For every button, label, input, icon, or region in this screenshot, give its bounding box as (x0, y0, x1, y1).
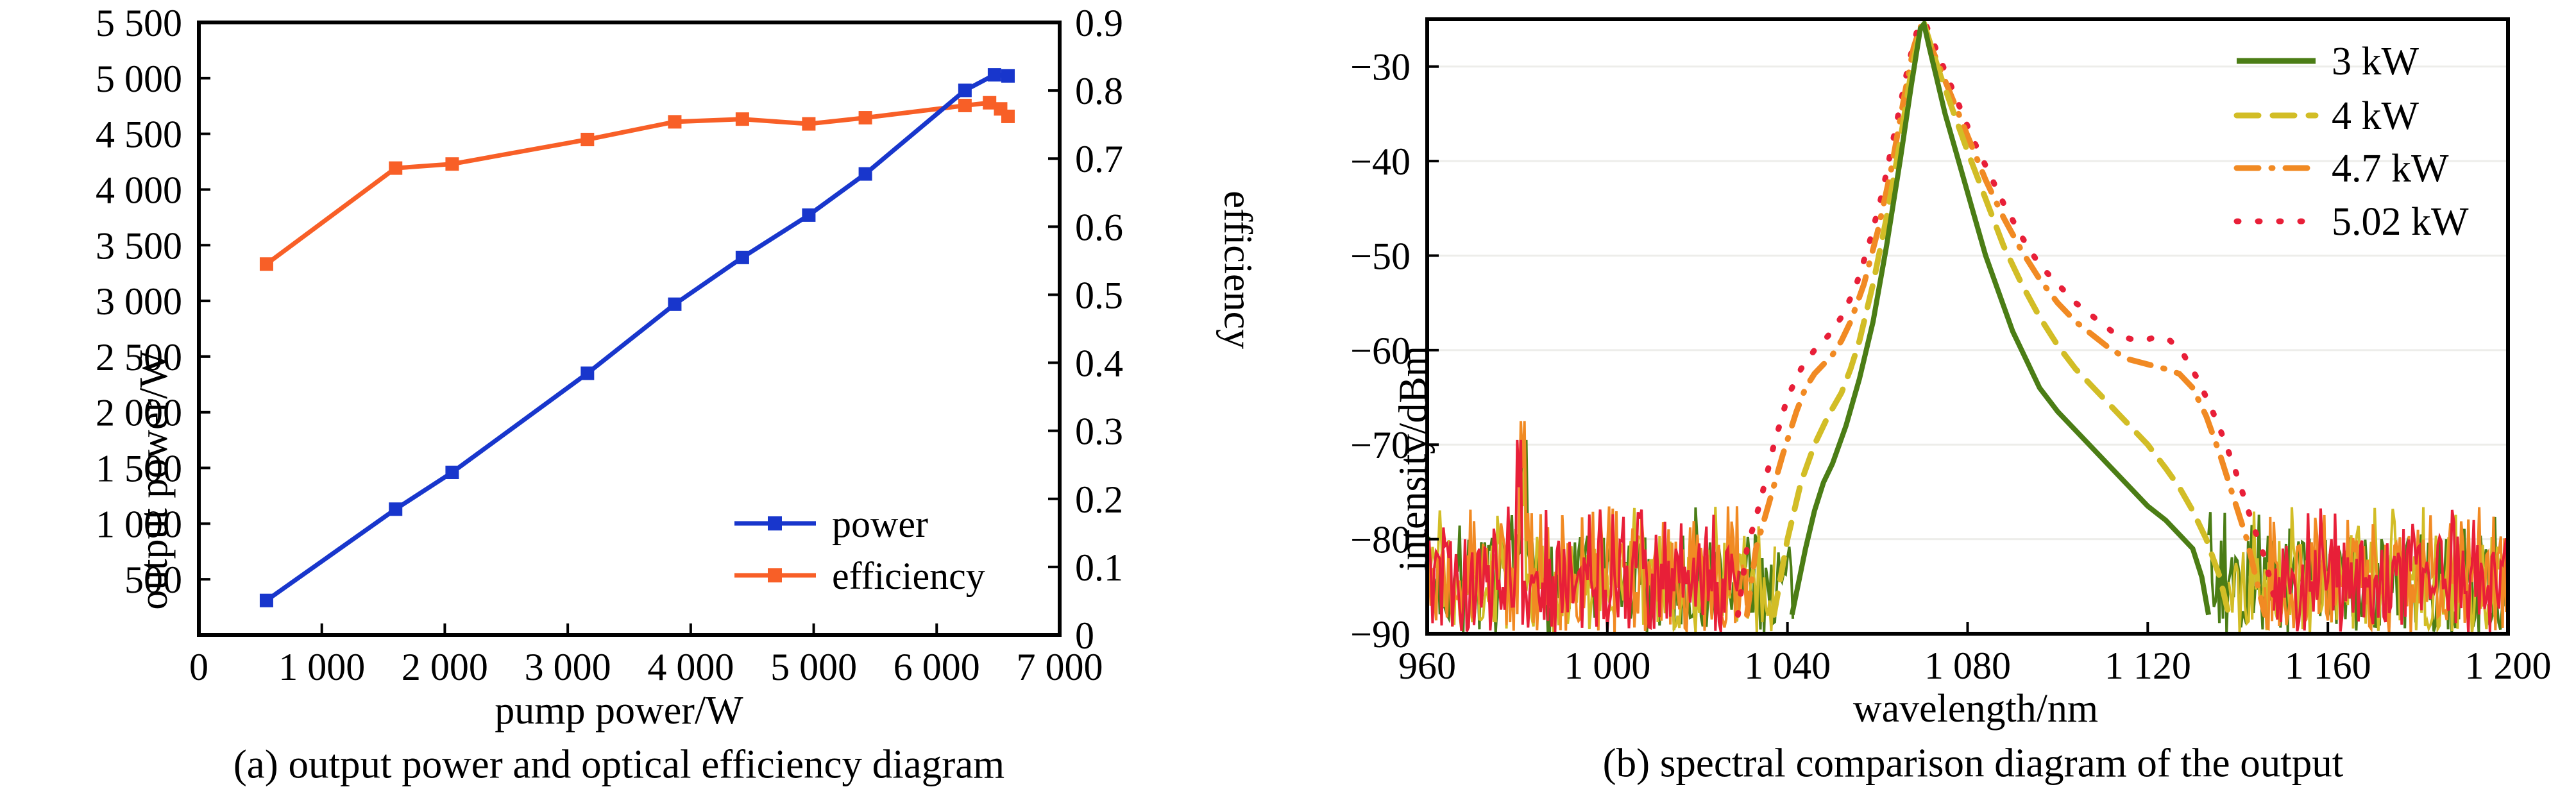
power-marker (259, 593, 273, 607)
panel-b-series-area (1427, 19, 2508, 634)
y-tick-label: 3 000 (96, 280, 182, 323)
x-tick-label: 7 000 (1017, 646, 1103, 688)
y-tick-label: −50 (1350, 235, 1411, 277)
panel-a-right-axis-label: efficiency (1216, 191, 1260, 350)
legend-item-efficiency: efficiency (734, 555, 985, 597)
x-tick-label: 1 160 (2285, 645, 2371, 687)
x-tick-label: 1 000 (1564, 645, 1650, 687)
4.7 kW-spectrum-line (1744, 24, 2268, 618)
y-tick-label: 1 500 (96, 448, 182, 490)
panel-a-caption: (a) output power and optical efficiency … (233, 741, 1005, 787)
y-tick-label: −70 (1350, 424, 1411, 466)
power-marker (445, 465, 459, 479)
efficiency-marker (1001, 109, 1015, 123)
panel-b-plot: 960 1 000 1 040 1 080 1 120 1 160 1 200 −30 −40 −… (1350, 17, 2552, 687)
power-marker (668, 297, 682, 311)
x-tick-label: 1 120 (2105, 645, 2191, 687)
y-tick-label: 4 500 (96, 114, 182, 156)
y-tick-label: 1 000 (96, 503, 182, 545)
efficiency-series-line (265, 100, 1010, 266)
y2-tick-label: 0 (1075, 614, 1094, 657)
panel-b-caption: (b) spectral comparison diagram of the o… (1602, 740, 2344, 786)
power-marker (1001, 69, 1015, 83)
efficiency-marker (389, 161, 403, 175)
x-tick-label: 1 080 (1924, 645, 2011, 687)
legend-label: 3 kW (2332, 40, 2419, 83)
y-tick-label: 2 500 (96, 336, 182, 378)
legend-label: efficiency (832, 555, 985, 597)
legend-marker (768, 568, 782, 582)
efficiency-marker (445, 157, 459, 171)
efficiency-marker (802, 117, 816, 131)
panel-b-x-axis-label: wavelength/nm (1852, 686, 2099, 731)
x-tick-label: 0 (189, 646, 208, 688)
y2-tick-label: 0.1 (1075, 546, 1123, 589)
efficiency-marker (259, 257, 273, 271)
y2-tick-label: 0.5 (1075, 274, 1123, 316)
y2-tick-label: 0.3 (1075, 411, 1123, 453)
x-tick-label: 1 040 (1744, 645, 1831, 687)
panel-a-frame (197, 21, 1062, 637)
legend-label: 4.7 kW (2332, 147, 2449, 191)
y2-tick-label: 0.7 (1075, 138, 1123, 180)
y-tick-label: −80 (1350, 519, 1411, 561)
efficiency-marker (983, 96, 997, 110)
legend-item-3 kW: 3 kW (2237, 40, 2419, 83)
y-tick-label: 500 (124, 559, 182, 601)
panel-b-y-axis-label: intensity/dBm (1391, 346, 1436, 572)
power-marker (802, 208, 816, 222)
efficiency-marker (580, 133, 595, 147)
y-tick-label: −60 (1350, 330, 1411, 372)
power-marker (735, 250, 749, 264)
y-tick-label: 5 000 (96, 58, 182, 100)
legend-label: 4 kW (2332, 94, 2419, 138)
legend-item-5.02 kW: 5.02 kW (2233, 200, 2469, 244)
panel-a-y-axis-label: output power/W (132, 350, 176, 610)
y-tick-label: −40 (1350, 140, 1411, 183)
x-tick-label: 960 (1398, 645, 1456, 687)
x-tick-label: 1 200 (2465, 645, 2552, 687)
y-tick-label: 3 500 (96, 224, 182, 267)
legend-label: 5.02 kW (2332, 200, 2469, 244)
legend-item-power: power (734, 503, 928, 545)
efficiency-marker (858, 111, 872, 125)
x-tick-label: 4 000 (647, 646, 734, 688)
y2-tick-label: 0.6 (1075, 206, 1123, 248)
panel-a-x-axis-label: pump power/W (495, 688, 743, 732)
efficiency-marker (668, 115, 682, 129)
y-tick-label: −90 (1350, 613, 1411, 656)
y2-tick-label: 0.8 (1075, 70, 1123, 112)
x-tick-label: 3 000 (525, 646, 611, 688)
efficiency-marker (735, 112, 749, 126)
legend-label: power (832, 503, 928, 545)
legend-item-4.7 kW: 4.7 kW (2233, 147, 2449, 191)
y2-tick-label: 0.2 (1075, 478, 1123, 521)
3 kW-spectrum-line (1789, 19, 2212, 616)
legend-item-4 kW: 4 kW (2233, 94, 2419, 138)
y-tick-label: 5 500 (96, 2, 182, 44)
y-tick-label: −30 (1350, 46, 1411, 89)
efficiency-marker (958, 98, 972, 112)
power-marker (958, 83, 972, 97)
x-tick-label: 1 000 (278, 646, 365, 688)
x-tick-label: 6 000 (894, 646, 980, 688)
4 kW-spectrum-line (1771, 21, 2232, 618)
y-tick-label: 2 000 (96, 392, 182, 434)
power-marker (858, 167, 872, 181)
x-tick-label: 5 000 (770, 646, 857, 688)
power-marker (580, 366, 595, 380)
x-tick-label: 2 000 (402, 646, 488, 688)
5.02 kW-noise-floor (1427, 439, 1740, 633)
y2-tick-label: 0.9 (1075, 2, 1123, 44)
panel-a-plot: 0 1 000 2 000 3 000 4 000 5 000 6 000 7 000 500 1… (96, 2, 1123, 688)
power-marker (987, 68, 1001, 82)
legend-marker (768, 516, 782, 530)
y-tick-label: 4 000 (96, 169, 182, 211)
power-marker (389, 502, 403, 516)
y2-tick-label: 0.4 (1075, 343, 1123, 385)
5.02 kW-noise-floor (2272, 508, 2508, 634)
